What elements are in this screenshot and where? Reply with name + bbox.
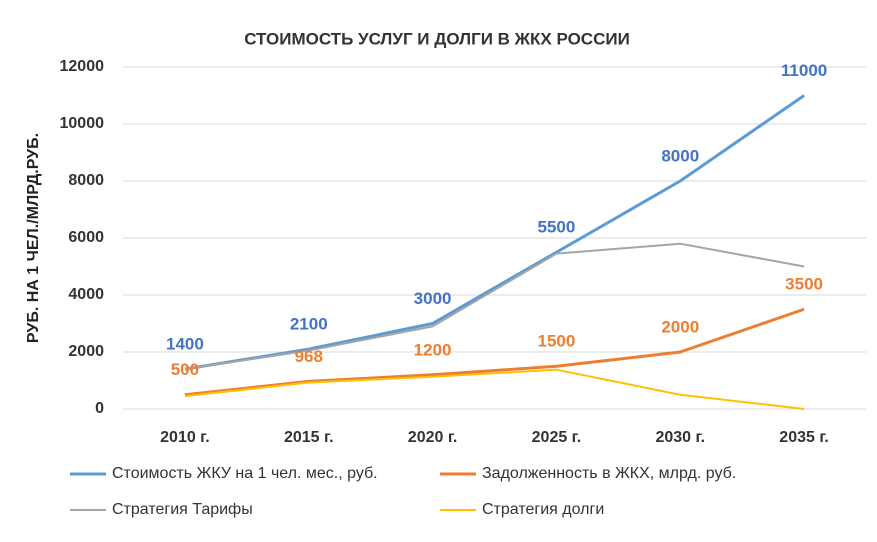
- data-label: 1200: [414, 340, 452, 359]
- data-label: 500: [171, 360, 199, 379]
- x-tick-label: 2020 г.: [408, 429, 458, 446]
- series-line: [184, 307, 805, 397]
- x-tick-label: 2035 г.: [779, 429, 829, 446]
- y-tick-label: 0: [95, 400, 104, 417]
- y-tick-label: 4000: [68, 286, 104, 303]
- legend-label: Стоимость ЖКУ на 1 чел. мес., руб.: [112, 465, 378, 482]
- data-label: 3500: [785, 275, 823, 294]
- legend-label: Стратегия Тарифы: [112, 501, 253, 518]
- legend-label: Задолженность в ЖКХ, млрд. руб.: [482, 465, 736, 482]
- x-tick-label: 2015 г.: [284, 429, 334, 446]
- data-label: 1400: [166, 335, 204, 354]
- y-tick-label: 8000: [68, 172, 104, 189]
- data-label: 11000: [781, 61, 827, 80]
- y-tick-label: 2000: [68, 343, 104, 360]
- data-label: 8000: [661, 146, 699, 165]
- data-label: 2000: [661, 317, 699, 336]
- y-axis-label: РУБ. НА 1 ЧЕЛ./МЛРД.РУБ.: [25, 133, 42, 343]
- x-tick-label: 2010 г.: [160, 429, 210, 446]
- y-tick-label: 6000: [68, 229, 104, 246]
- data-label: 2100: [290, 315, 328, 334]
- chart-title: СТОИМОСТЬ УСЛУГ И ДОЛГИ В ЖКХ РОССИИ: [244, 29, 630, 48]
- legend-label: Стратегия долги: [482, 501, 604, 518]
- series-line: [184, 94, 805, 371]
- data-label: 5500: [538, 218, 576, 237]
- y-tick-label: 10000: [60, 115, 105, 132]
- data-label: 968: [295, 347, 323, 366]
- y-tick-label: 12000: [60, 58, 105, 75]
- x-tick-label: 2030 г.: [655, 429, 705, 446]
- x-tick-label: 2025 г.: [532, 429, 582, 446]
- series-line: [184, 242, 805, 371]
- data-label: 3000: [414, 289, 452, 308]
- series-line: [184, 368, 805, 410]
- data-label: 1500: [538, 332, 576, 351]
